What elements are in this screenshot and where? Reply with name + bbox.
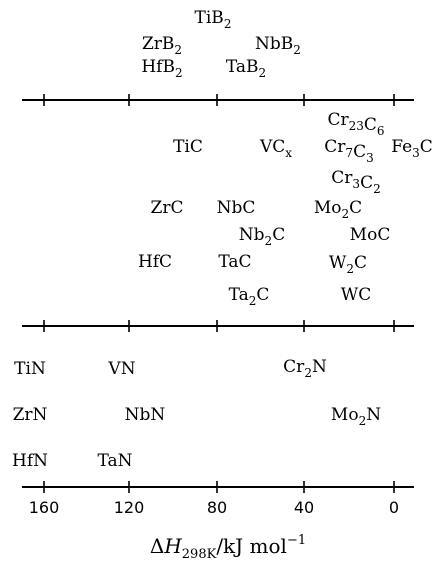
tick-label-120: 120 — [114, 498, 145, 517]
compound-nbb2: NbB2​ — [255, 34, 301, 57]
compound-zrc: ZrC — [151, 198, 184, 218]
compound-ta2c: Ta2C — [229, 285, 270, 308]
compound-tab2: TaB2​ — [226, 57, 266, 80]
compound-nb2c: Nb2C — [239, 225, 285, 248]
compound-nbn: NbN — [125, 405, 166, 425]
compound-mo2n: Mo2N — [331, 405, 381, 428]
compound-vn: VN — [107, 359, 135, 379]
compound-tic: TiC — [173, 137, 203, 157]
compound-hfn: HfN — [12, 451, 48, 471]
compound-nbc: NbC — [217, 198, 256, 218]
compound-tib2: TiB2​ — [195, 8, 232, 31]
compound-hfb2: HfB2​ — [141, 57, 182, 80]
compound-zrb2: ZrB2​ — [142, 34, 182, 57]
compound-labels: TiB2​ ZrB2​ NbB2​ HfB2​ TaB2​ Cr23C6 TiC VCx​ Cr… — [12, 8, 433, 471]
axis-title: ΔH298K/kJ mol−1 — [150, 533, 306, 562]
tick-labels: 160 120 80 40 0 — [29, 498, 399, 517]
compound-fe3c: Fe3C — [391, 137, 433, 160]
compound-tin: TiN — [14, 359, 46, 379]
compound-tac: TaC — [218, 252, 251, 272]
compound-cr2n: Cr2N — [283, 357, 327, 380]
compound-w2c: W2C — [329, 253, 367, 276]
compound-mo2c: Mo2C — [314, 198, 362, 221]
tick-label-0: 0 — [389, 498, 399, 517]
compound-wc: WC — [341, 285, 371, 305]
compound-tan: TaN — [97, 451, 132, 471]
compound-cr7c3: Cr7C3 — [324, 137, 373, 165]
compound-cr23c6: Cr23C6 — [327, 110, 384, 138]
tick-label-160: 160 — [29, 498, 60, 517]
tick-label-80: 80 — [207, 498, 227, 517]
compound-zrn: ZrN — [13, 405, 48, 425]
compound-cr3c2: Cr3C2 — [331, 168, 380, 196]
compound-hfc: HfC — [138, 252, 172, 272]
compound-vcx: VCx​ — [259, 137, 292, 160]
axis-lines — [22, 94, 414, 493]
compound-moc: MoC — [350, 225, 391, 245]
tick-label-40: 40 — [294, 498, 314, 517]
